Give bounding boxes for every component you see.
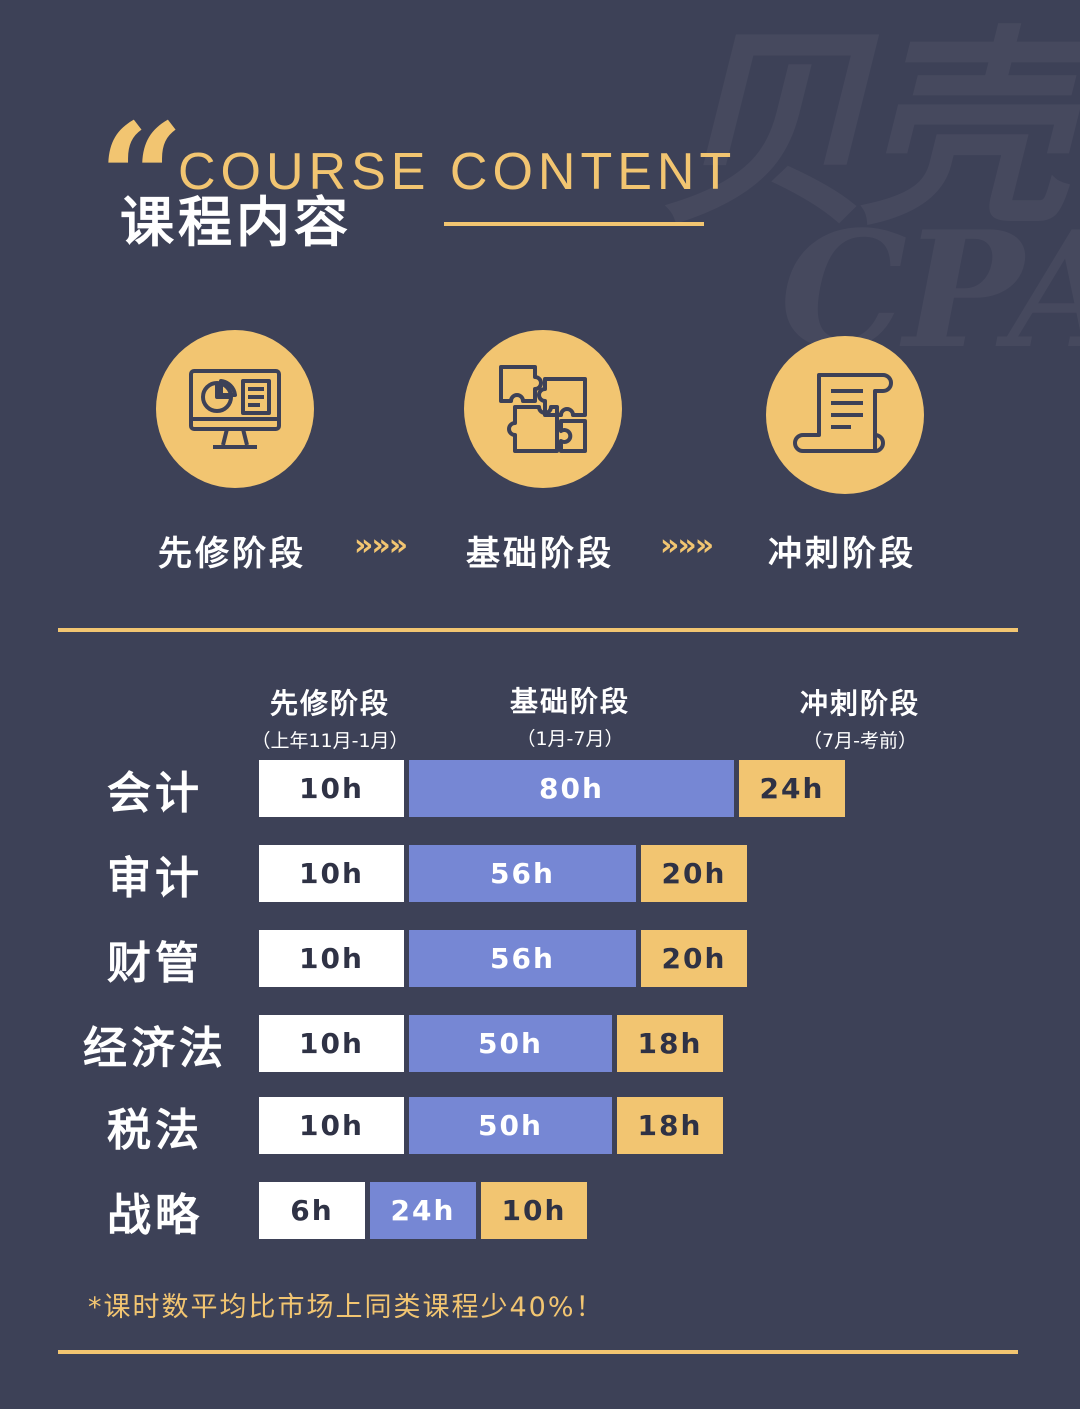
title-underline [444, 222, 704, 226]
puzzle-icon [499, 365, 587, 453]
stage-arrow-2: »»» [660, 528, 714, 563]
column-title: 冲刺阶段 [799, 687, 920, 720]
column-subtitle: （7月-考前） [803, 730, 917, 752]
stage-circle-sprint [766, 336, 924, 494]
title-en: COURSE CONTENT [178, 143, 737, 201]
subject-label: 会计 [107, 768, 203, 819]
divider-bottom [58, 1350, 1018, 1354]
stage-circle-base [464, 330, 622, 488]
bar-sprint: 18h [617, 1015, 723, 1072]
stage-label-sprint: 冲刺阶段 [768, 534, 916, 574]
column-header-base: 基础阶段 （1月-7月） [470, 680, 670, 751]
divider-top [58, 628, 1018, 632]
subject-label: 财管 [107, 938, 203, 989]
stage-label-base: 基础阶段 [466, 534, 614, 574]
column-title: 先修阶段 [269, 687, 390, 720]
watermark-cn: 贝壳 [660, 6, 1070, 253]
stage-arrow-1: »»» [354, 528, 408, 563]
column-title: 基础阶段 [509, 685, 630, 718]
scroll-icon [793, 373, 893, 453]
bar-pre: 10h [259, 760, 404, 817]
column-header-sprint: 冲刺阶段 （7月-考前） [760, 682, 960, 753]
bar-sprint: 20h [641, 845, 747, 902]
bar-pre: 10h [259, 845, 404, 902]
bar-pre: 10h [259, 1015, 404, 1072]
bar-pre: 6h [259, 1182, 365, 1239]
subject-label: 经济法 [83, 1023, 227, 1074]
bar-base: 56h [409, 930, 636, 987]
column-subtitle: （1月-7月） [516, 728, 624, 750]
bar-sprint: 24h [739, 760, 845, 817]
bar-sprint: 10h [481, 1182, 587, 1239]
bar-base: 24h [370, 1182, 476, 1239]
stage-circle-pre [156, 330, 314, 488]
bar-sprint: 18h [617, 1097, 723, 1154]
bar-pre: 10h [259, 930, 404, 987]
bar-base: 50h [409, 1015, 612, 1072]
page-title: 课程内容 [120, 191, 352, 254]
footnote: *课时数平均比市场上同类课程少40%！ [88, 1292, 605, 1323]
bar-pre: 10h [259, 1097, 404, 1154]
bar-base: 80h [409, 760, 734, 817]
subject-label: 战略 [107, 1190, 203, 1241]
subject-label: 税法 [107, 1105, 203, 1156]
stage-label-pre: 先修阶段 [158, 534, 306, 574]
bar-base: 50h [409, 1097, 612, 1154]
column-subtitle: （上年11月-1月） [251, 730, 409, 752]
monitor-chart-icon [189, 369, 281, 449]
column-header-pre: 先修阶段 （上年11月-1月） [230, 682, 430, 753]
subject-label: 审计 [107, 853, 203, 904]
bar-sprint: 20h [641, 930, 747, 987]
quote-mark: “ [98, 91, 185, 267]
bar-base: 56h [409, 845, 636, 902]
